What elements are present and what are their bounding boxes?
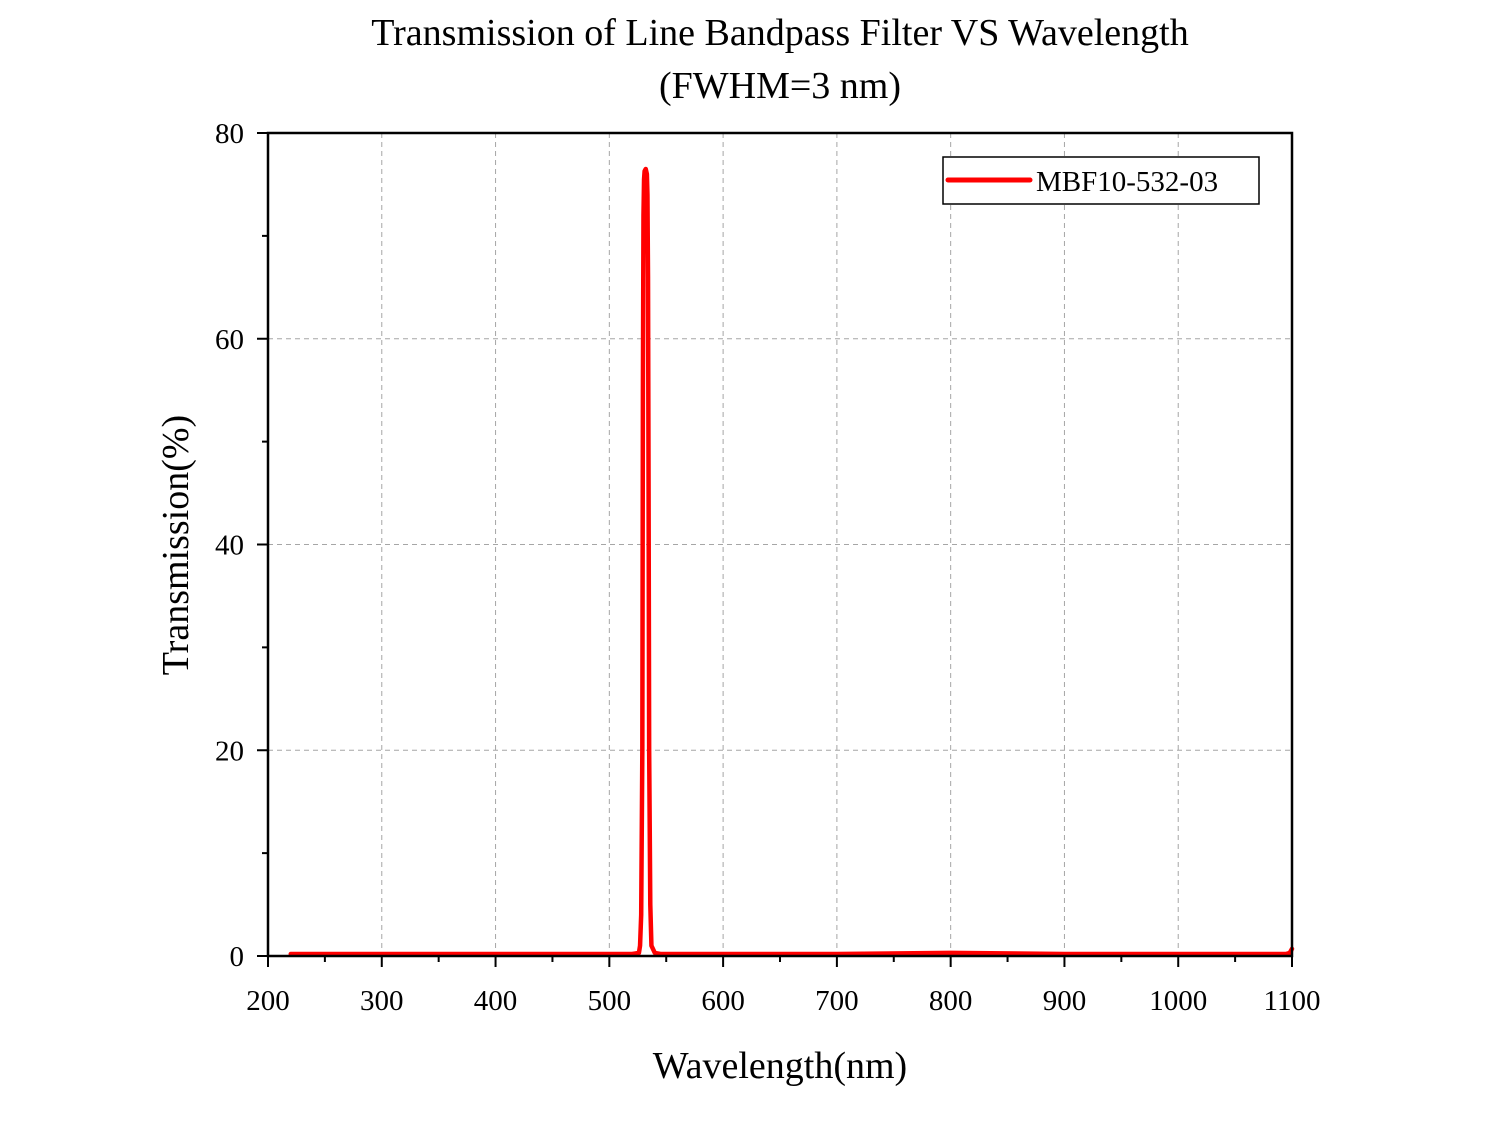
x-tick-label: 900 [1043,985,1087,1017]
series-line [288,166,1295,957]
x-tick-label: 700 [815,985,859,1017]
y-tick-label: 0 [230,941,245,973]
legend-box [942,156,1260,205]
x-tick-label: 300 [360,985,404,1017]
x-axis-label: Wavelength(nm) [653,1045,907,1087]
chart-subtitle: (FWHM=3 nm) [659,65,901,107]
y-tick-label: 20 [215,735,244,767]
x-tick-label: 1000 [1149,985,1207,1017]
legend: MBF10-532-03 [942,156,1260,205]
x-tick-label: 600 [701,985,745,1017]
chart-title: Transmission of Line Bandpass Filter VS … [371,12,1188,54]
legend-label: MBF10-532-03 [1036,166,1218,198]
grid-lines [268,133,1292,956]
y-axis-ticks: 0 20 40 60 80 [215,118,268,973]
x-tick-label: 200 [246,985,290,1017]
y-tick-label: 60 [215,324,244,356]
y-axis-label: Transmission(%) [155,415,197,675]
y-tick-label: 40 [215,530,244,562]
x-tick-label: 1100 [1264,985,1321,1017]
y-tick-label: 80 [215,118,244,150]
x-tick-label: 400 [474,985,518,1017]
x-tick-label: 500 [588,985,632,1017]
series-lines [288,166,1295,957]
x-axis-ticks: 200 300 400 500 600 700 800 900 1000 1100 [246,956,1320,1017]
x-tick-label: 800 [929,985,973,1017]
